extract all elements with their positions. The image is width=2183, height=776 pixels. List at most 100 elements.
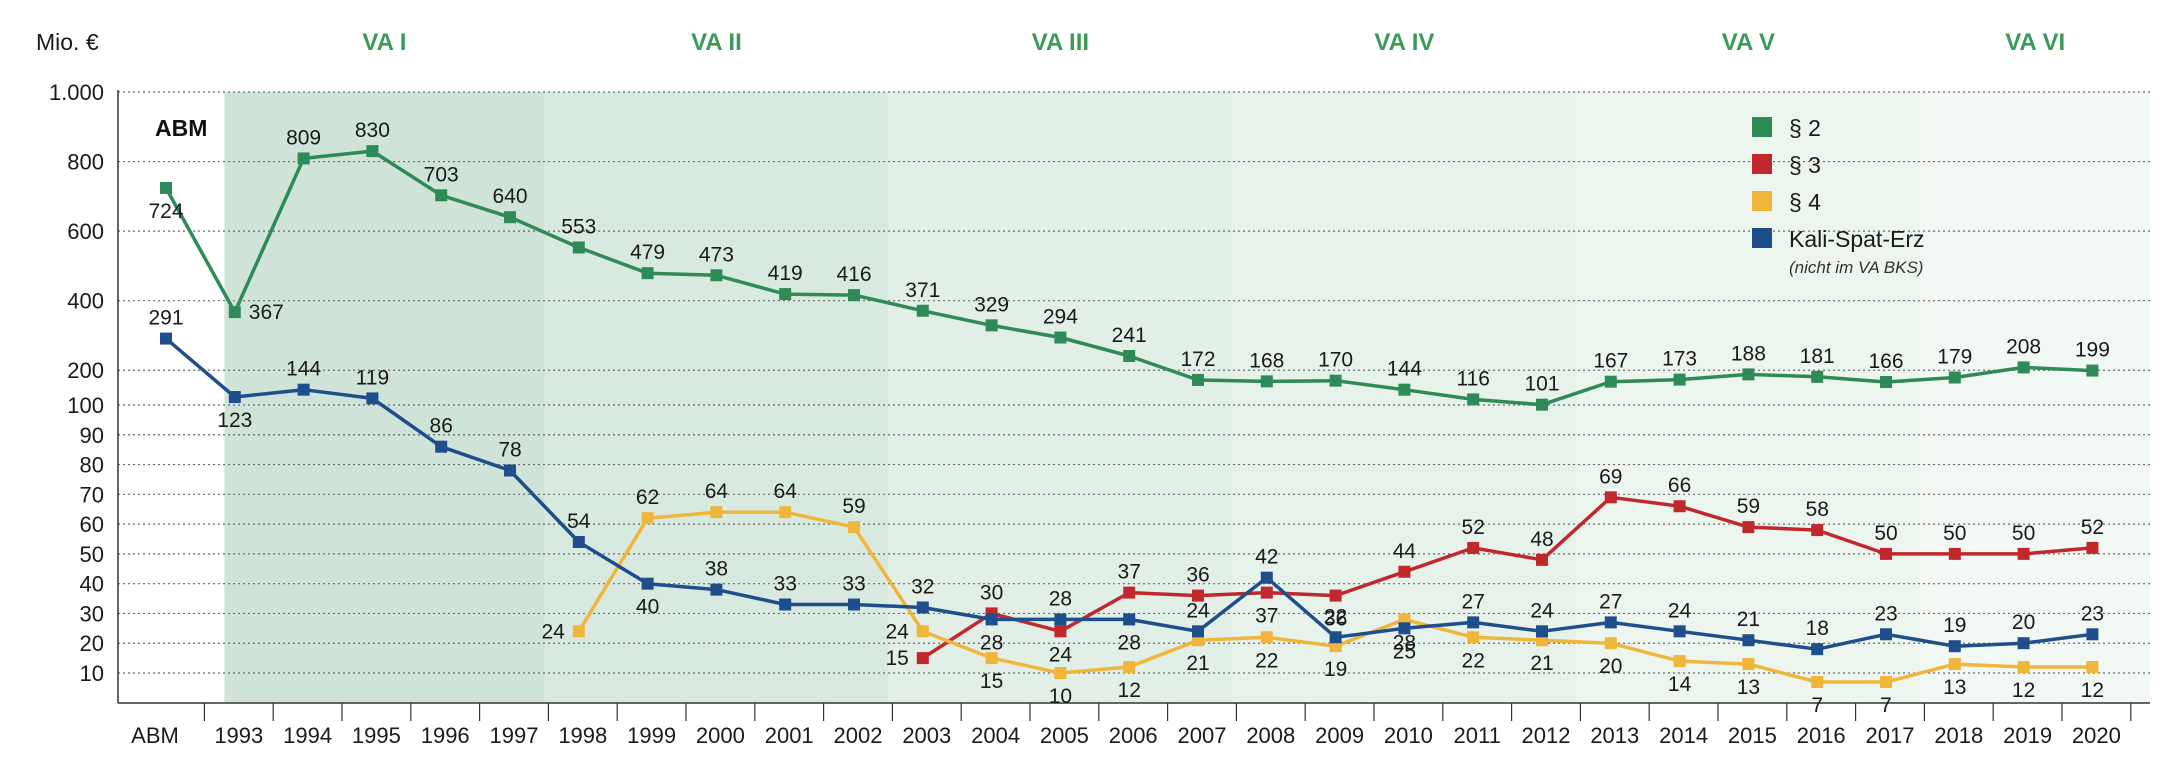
data-label-par4: 59 [842, 495, 865, 518]
period-band-5 [1576, 92, 1921, 703]
point-par3-2015 [1742, 521, 1755, 534]
point-par3-2010 [1398, 565, 1411, 578]
point-kali-1994 [297, 383, 310, 396]
point-par4-2003 [916, 625, 929, 638]
period-label-5: VA V [1722, 29, 1775, 56]
point-kali-2002 [848, 598, 860, 611]
point-par4-2005 [1054, 667, 1067, 679]
point-kali-2007 [1192, 625, 1204, 638]
data-label-par2: 416 [836, 263, 871, 286]
data-label-par4: 62 [636, 486, 659, 509]
data-label-par2: 170 [1318, 349, 1353, 372]
data-label-par2: 144 [1387, 358, 1422, 381]
data-label-par2: 724 [148, 200, 183, 223]
point-kali-2017 [1880, 628, 1892, 641]
point-kali-1998 [572, 535, 585, 548]
y-tick-label: 400 [67, 289, 104, 314]
data-label-par2: 830 [355, 119, 390, 142]
data-label-par4: 22 [1462, 649, 1485, 672]
data-label-par3: 15 [885, 647, 908, 670]
data-label-kali: 28 [980, 631, 1003, 654]
data-label-par2: 101 [1524, 373, 1559, 396]
legend-label-par4: § 4 [1789, 189, 1821, 215]
data-label-par2: 329 [974, 293, 1009, 316]
period-label-4: VA IV [1374, 29, 1434, 56]
point-kali-2018 [1948, 640, 1961, 653]
point-kali-2015 [1742, 634, 1755, 647]
point-par2-2004 [985, 319, 998, 332]
data-label-kali: 24 [1530, 599, 1554, 622]
point-par4-2020 [2086, 661, 2099, 674]
data-label-par2: 172 [1180, 348, 1215, 371]
data-label-par3: 36 [1324, 608, 1347, 631]
data-label-par2: 181 [1800, 345, 1835, 368]
data-label-par2: 703 [424, 163, 459, 186]
point-par2-1993 [228, 306, 241, 319]
data-label-kali: 28 [1118, 631, 1141, 654]
point-par2-2000 [710, 269, 723, 282]
data-label-kali: 21 [1737, 608, 1760, 631]
point-par2-2012 [1536, 398, 1548, 411]
y-tick-label: 20 [80, 631, 104, 656]
y-unit-label: Mio. € [36, 29, 99, 55]
data-label-kali: 33 [842, 573, 865, 596]
point-par2-2014 [1673, 373, 1686, 386]
data-label-kali: 78 [498, 439, 521, 462]
x-tick-label: 1996 [421, 723, 470, 748]
point-par4-1998 [572, 625, 585, 638]
x-tick-label: 2017 [1866, 723, 1915, 748]
period-band-6 [1920, 92, 2150, 703]
axes [117, 90, 2150, 704]
data-label-par4: 19 [1324, 658, 1347, 681]
data-label-kali: 25 [1393, 640, 1416, 663]
abm-corner-label: ABM [155, 115, 207, 141]
point-kali-2009 [1329, 631, 1342, 644]
point-par2-1995 [366, 145, 379, 158]
data-label-par3: 37 [1255, 605, 1278, 628]
point-par2-2005 [1054, 331, 1067, 344]
data-label-par4: 64 [705, 480, 729, 503]
point-par2-2011 [1467, 393, 1480, 406]
data-label-par4: 15 [980, 670, 1003, 693]
x-tick-label: 2014 [1659, 723, 1708, 748]
point-par2-2013 [1604, 375, 1617, 388]
data-label-kali: 33 [774, 573, 797, 596]
data-label-par3: 24 [1049, 643, 1073, 666]
point-par4-2004 [985, 652, 998, 665]
y-tick-label: 800 [67, 150, 104, 175]
point-kali-2004 [985, 613, 998, 626]
data-label-par4: 64 [774, 480, 798, 503]
data-label-par2: 173 [1662, 348, 1697, 371]
point-par4-2011 [1467, 631, 1480, 644]
data-label-kali: 24 [1186, 599, 1210, 622]
point-par2-2001 [779, 288, 792, 301]
x-tick-label: 2003 [902, 723, 951, 748]
y-tick-label: 1.000 [49, 80, 104, 105]
x-tick-label: 2002 [834, 723, 883, 748]
x-tick-label: 2001 [765, 723, 814, 748]
x-tick-label: 2020 [2072, 723, 2121, 748]
data-label-par2: 208 [2006, 335, 2041, 358]
data-label-par4: 20 [1599, 655, 1622, 678]
point-par2-2009 [1329, 374, 1342, 387]
y-tick-label: 600 [67, 219, 104, 244]
point-kali-2003 [916, 601, 929, 614]
legend-label-par3: § 3 [1789, 152, 1821, 178]
series-line-par3 [921, 495, 2093, 660]
x-tick-label: 2008 [1246, 723, 1295, 748]
legend: § 2 § 3 § 4 Kali-Spat-Erz (nicht im VA BKS) [1752, 115, 1924, 277]
point-kali-1999 [641, 577, 654, 590]
point-kali-2011 [1467, 616, 1480, 629]
data-label-kali: 24 [1668, 599, 1692, 622]
point-par3-2016 [1811, 524, 1824, 537]
data-label-par3: 52 [2081, 516, 2104, 539]
data-label-par3: 48 [1530, 528, 1553, 551]
data-label-par2: 167 [1593, 350, 1628, 373]
data-label-par2: 479 [630, 241, 665, 264]
period-label-3: VA III [1032, 29, 1089, 56]
data-label-par2: 168 [1249, 349, 1284, 372]
data-label-kali: 18 [1806, 617, 1829, 640]
point-par3-2014 [1673, 500, 1686, 513]
x-tick-label: 2004 [971, 723, 1020, 748]
legend-note: (nicht im VA BKS) [1789, 258, 1923, 277]
